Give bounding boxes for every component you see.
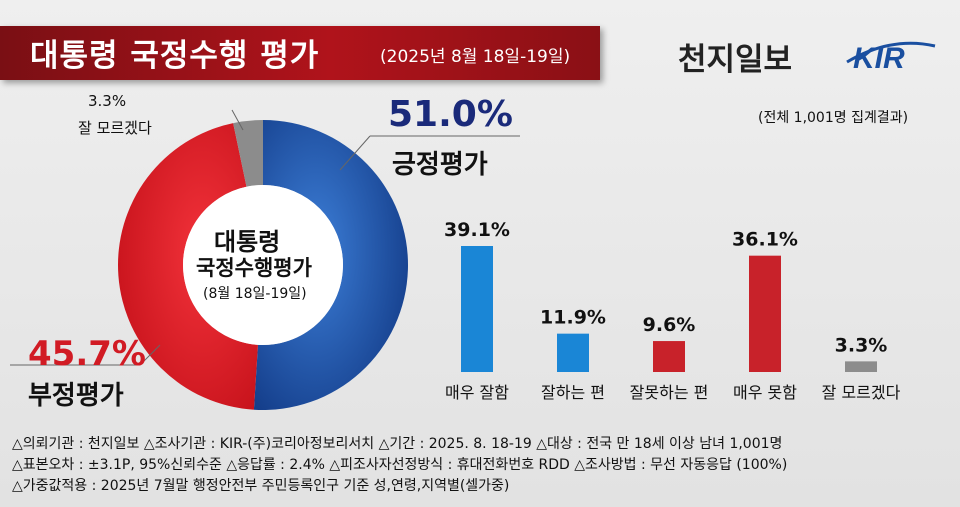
positive-leader-line [339, 135, 371, 171]
bar-value-label: 36.1% [732, 229, 798, 251]
donut-center-line1: 대통령 [214, 228, 281, 256]
bar [557, 333, 589, 372]
donut-chart [118, 120, 409, 411]
survey-footnote: △의뢰기관 : 천지일보 △조사기관 : KIR-(주)코리아정보리서치 △기간… [12, 434, 787, 497]
footnote-line: △가중값적용 : 2025년 7월말 행정안전부 주민등록인구 기준 성,연령,… [12, 478, 510, 494]
donut-slice-dontknow [233, 120, 263, 187]
dontknow-label: 잘 모르겠다 [78, 119, 152, 137]
title-banner [0, 26, 600, 80]
bar-category-label: 잘 모르겠다 [822, 383, 901, 402]
positive-label: 긍정평가 [392, 150, 488, 180]
bar [461, 246, 493, 372]
bar-category-label: 매우 잘함 [445, 383, 509, 402]
logo-text: KIR [853, 42, 905, 75]
dontknow-leader-line [231, 109, 244, 131]
bar-value-label: 9.6% [643, 314, 696, 336]
bar-category-label: 매우 못함 [733, 383, 797, 402]
donut-slice-positive [253, 120, 409, 411]
bar [749, 255, 781, 372]
footnote-line: △표본오차 : ±3.1P, 95%신뢰수준 △응답률 : 2.4% △피조사자… [12, 457, 788, 473]
bar [845, 361, 877, 372]
donut-center-line2: 국정수행평가 [196, 256, 312, 280]
bar-value-label: 39.1% [444, 219, 510, 241]
donut-center [183, 185, 343, 345]
bar-chart: 39.1% 매우 잘함 11.9% 잘하는 편 9.6% 잘못하는 편 36.1% 매우 못함… [444, 219, 901, 402]
sample-note: (전체 1,001명 집계결과) [758, 110, 909, 126]
bar-value-label: 3.3% [835, 334, 888, 356]
donut-slice-negative [118, 123, 258, 410]
dontknow-percent: 3.3% [88, 92, 127, 110]
negative-label: 부정평가 [28, 381, 124, 411]
donut-center-line3: (8월 18일-19일) [203, 286, 307, 302]
kir-logo: KIR [846, 41, 936, 75]
page-subtitle: (2025년 8월 18일-19일) [380, 47, 571, 67]
bar-category-label: 잘못하는 편 [630, 383, 709, 402]
bar-category-label: 잘하는 편 [541, 383, 605, 402]
negative-leader-line-d [139, 344, 161, 366]
bar [653, 341, 685, 372]
page-title: 대통령 국정수행 평가 [30, 38, 320, 74]
brand-name: 천지일보 [678, 42, 793, 78]
positive-percent: 51.0% [388, 94, 513, 135]
footnote-line: △의뢰기관 : 천지일보 △조사기관 : KIR-(주)코리아정보리서치 △기간… [12, 436, 783, 452]
negative-percent: 45.7% [28, 334, 146, 374]
bar-value-label: 11.9% [540, 307, 606, 329]
